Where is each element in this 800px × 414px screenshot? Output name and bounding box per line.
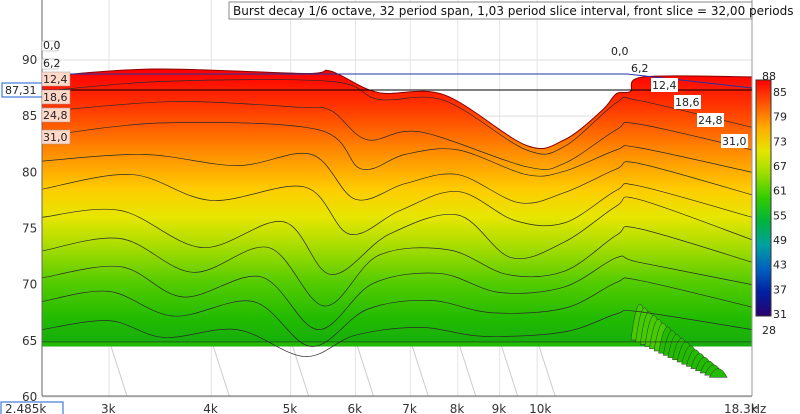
- colorbar-tick-labels: 88 85 79 73 67 61 55 49 43 37 31 28: [762, 70, 787, 337]
- surface-floor: [42, 341, 640, 346]
- floor-line: [457, 339, 477, 397]
- slice-label-right-box: [651, 78, 678, 92]
- decay-slice: [42, 174, 752, 235]
- slice-label-left-box: [41, 129, 71, 145]
- slice-label-right: 18,6: [675, 96, 700, 109]
- colorbar-tick-label: 79: [773, 111, 787, 124]
- slice-label-left: 31,0: [43, 131, 68, 144]
- chart-title: Burst decay 1/6 octave, 32 period span, …: [233, 4, 794, 18]
- x-unit-label: Hz: [751, 402, 766, 414]
- slice-label-left: 0,0: [43, 39, 61, 52]
- perspective-line: [42, 73, 753, 89]
- colorbar-tick-label: 61: [773, 185, 787, 198]
- decay-slice: [42, 255, 752, 330]
- y-tick-label: 75: [22, 222, 37, 236]
- colorbar-tick-label: 37: [773, 283, 787, 296]
- slice-label-right: 12,4: [652, 79, 677, 92]
- floor-line: [210, 339, 230, 397]
- colorbar-tick-label: 49: [773, 234, 787, 247]
- slice-lines: [42, 68, 752, 357]
- decay-slice: [42, 79, 752, 155]
- decay-slice: [42, 277, 752, 347]
- slice-label-right-box: [610, 46, 627, 57]
- tail-slice: [708, 368, 728, 378]
- x-tick-label: 10k: [529, 402, 551, 414]
- x-tick-label: 5k: [283, 402, 298, 414]
- slice-label-left: 18,6: [43, 91, 68, 104]
- decay-slice: [42, 226, 752, 307]
- colorbar-tick-label: 55: [773, 209, 787, 222]
- x-tick-label: 4k: [203, 402, 218, 414]
- slice-label-left-box: [41, 71, 71, 87]
- slice-labels-left: 0,0 6,2 12,4 18,6 24,8 31,0: [41, 39, 71, 145]
- floor-line: [409, 339, 429, 397]
- x-tick-label: 6k: [347, 402, 362, 414]
- slice-label-left-box: [41, 40, 59, 52]
- slice-label-left-box: [41, 89, 71, 105]
- x-tick-labels: 3k 4k 5k 6k 7k 8k 9k 10k: [101, 402, 551, 414]
- surface-fill: [42, 68, 752, 347]
- slice-label-left: 6,2: [43, 57, 61, 70]
- slice-label-right-box: [674, 95, 701, 109]
- slice-label-left-box: [41, 58, 59, 70]
- floor-line: [108, 339, 128, 397]
- floor-line: [290, 339, 310, 397]
- decay-slice: [42, 152, 752, 204]
- x-min-label-box: [0, 401, 64, 414]
- x-tick-label: 7k: [402, 402, 417, 414]
- colorbar-tick-label: 85: [773, 86, 787, 99]
- y-tick-label: 85: [22, 109, 37, 123]
- colorbar-tick-label: 31: [773, 308, 787, 321]
- slice-label-right-box: [630, 63, 647, 74]
- x-max-label: 18.3k: [724, 402, 758, 414]
- slice-label-right: 31,0: [722, 135, 747, 148]
- title-box: [228, 1, 753, 20]
- decay-slice: [42, 309, 752, 357]
- slice-label-right-box: [697, 113, 724, 127]
- colorbar: [755, 79, 772, 317]
- decay-surface: [42, 68, 752, 378]
- slice-label-left-box: [41, 107, 71, 123]
- slice-label-right: 6,2: [631, 62, 649, 75]
- floor-line: [499, 339, 519, 397]
- y-tick-label: 70: [22, 278, 37, 292]
- decay-slice: [42, 196, 752, 275]
- slice-label-left: 12,4: [43, 73, 68, 86]
- y-tick-label: 90: [22, 53, 37, 67]
- colorbar-tick-label: 28: [762, 324, 776, 337]
- y-tick-labels: 90 85 80 75 70 65 60: [22, 53, 37, 404]
- slice-label-right: 24,8: [698, 114, 723, 127]
- floor-line: [354, 339, 374, 397]
- decay-slice: [42, 101, 752, 170]
- slice-labels-right: 0,06,212,4 18,6 24,8 31,0: [610, 45, 748, 148]
- slice-label-right-box: [721, 134, 748, 148]
- cursor-value: 87,31: [5, 84, 37, 97]
- y-tick-label: 80: [22, 165, 37, 179]
- colorbar-tick-label: 73: [773, 135, 787, 148]
- colorbar-tick-label: 88: [762, 70, 776, 83]
- floor-line: [536, 339, 556, 397]
- x-tick-label: 9k: [492, 402, 507, 414]
- colorbar-tick-label: 67: [773, 160, 787, 173]
- slice-label-right: 0,0: [611, 45, 629, 58]
- y-tick-label: 60: [22, 390, 37, 404]
- decay-slice: [42, 68, 752, 149]
- decay-slice: [42, 122, 752, 177]
- slice-label-left: 24,8: [43, 109, 68, 122]
- decay-tail: [630, 304, 728, 378]
- colorbar-tick-label: 43: [773, 259, 787, 272]
- x-tick-label: 3k: [101, 402, 116, 414]
- x-tick-label: 8k: [450, 402, 465, 414]
- x-min-label: 2.485k: [5, 402, 46, 414]
- y-tick-label: 65: [22, 334, 37, 348]
